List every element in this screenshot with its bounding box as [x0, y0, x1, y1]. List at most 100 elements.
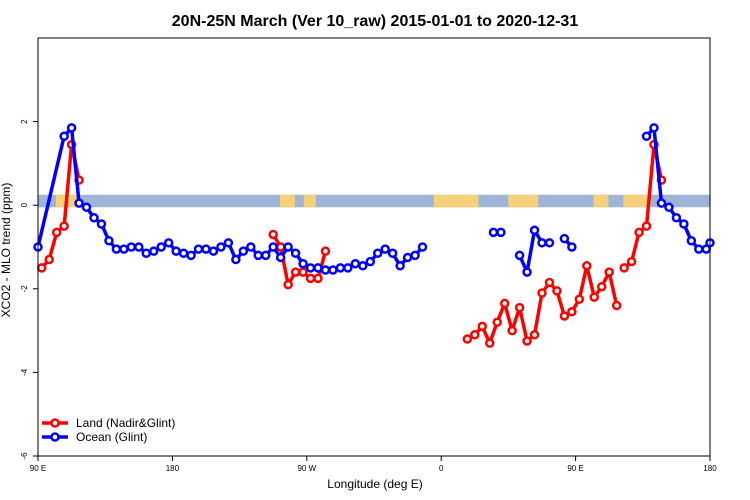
- legend-label: Ocean (Glint): [76, 430, 147, 444]
- data-point: [552, 286, 562, 296]
- data-point: [488, 227, 499, 238]
- data-point: [216, 242, 226, 252]
- data-point: [522, 336, 532, 346]
- data-point: [544, 238, 555, 248]
- data-point: [268, 229, 278, 240]
- x-tick-label: 90 E: [567, 464, 583, 473]
- data-point: [313, 263, 323, 273]
- data-point: [559, 311, 570, 321]
- x-tick-label: 90 E: [30, 464, 46, 473]
- data-point: [51, 227, 62, 238]
- data-point: [313, 273, 323, 284]
- data-point: [529, 225, 540, 236]
- data-point: [365, 256, 376, 267]
- data-point: [626, 256, 637, 267]
- plot-border: [37, 37, 711, 457]
- x-tick-label: 180: [703, 464, 717, 473]
- series-line: [518, 228, 550, 274]
- data-point: [328, 265, 338, 275]
- data-point: [604, 267, 614, 277]
- chart-title: 20N-25N March (Ver 10_raw) 2015-01-01 to…: [172, 13, 579, 30]
- data-point: [514, 250, 525, 261]
- ocean-band: [38, 194, 710, 208]
- data-point: [395, 261, 405, 271]
- data-point: [656, 198, 667, 208]
- series-ocean: [33, 123, 715, 277]
- data-point: [253, 250, 264, 261]
- land-mask-band: [38, 194, 710, 208]
- legend-marker: [50, 432, 60, 442]
- series-group: [33, 123, 715, 348]
- data-point: [343, 263, 353, 273]
- data-point: [686, 235, 697, 246]
- y-tick-label: -4: [20, 368, 29, 376]
- data-point: [134, 242, 144, 252]
- data-point: [89, 212, 99, 223]
- data-point: [492, 317, 502, 327]
- x-ticks: 90 E 180 90 W 0 90 E 180: [30, 456, 717, 473]
- data-point: [104, 235, 114, 246]
- data-point: [559, 233, 570, 244]
- y-tick-label: -2: [20, 285, 29, 293]
- y-ticks: -6 -4 -2 0 2: [20, 119, 38, 460]
- data-point: [320, 246, 331, 256]
- data-point: [96, 219, 107, 229]
- data-point: [320, 265, 331, 275]
- data-point: [499, 298, 510, 309]
- data-point: [246, 242, 256, 252]
- y-tick-label: 2: [20, 119, 29, 124]
- data-point: [208, 246, 219, 256]
- land-band-segment: [593, 194, 609, 208]
- data-point: [664, 202, 674, 213]
- data-point: [156, 242, 166, 252]
- data-point: [178, 248, 189, 259]
- data-point: [44, 254, 54, 265]
- data-point: [671, 212, 682, 223]
- x-tick-label: 90 W: [297, 464, 316, 473]
- data-point: [641, 131, 652, 141]
- data-point: [567, 307, 577, 317]
- data-point: [679, 219, 689, 229]
- data-point: [81, 202, 92, 213]
- data-point: [574, 294, 585, 304]
- data-point: [283, 279, 293, 290]
- data-point: [163, 238, 174, 248]
- data-point: [611, 300, 622, 311]
- data-point: [290, 248, 301, 259]
- data-point: [238, 246, 249, 256]
- data-point: [36, 263, 47, 273]
- y-axis-label: XCO2 - MLO trend (ppm): [0, 183, 13, 318]
- data-point: [477, 321, 488, 332]
- data-point: [201, 244, 211, 254]
- data-point: [193, 244, 204, 254]
- data-point: [641, 221, 652, 231]
- land-band-segment: [303, 194, 316, 208]
- legend-marker: [50, 418, 60, 428]
- data-point: [544, 277, 555, 288]
- data-point: [649, 123, 659, 133]
- data-point: [507, 325, 517, 336]
- data-point: [417, 242, 428, 252]
- data-point: [496, 227, 506, 238]
- legend-label: Land (Nadir&Glint): [76, 416, 175, 430]
- data-point: [59, 131, 69, 141]
- data-point: [484, 338, 495, 348]
- data-point: [223, 238, 234, 248]
- x-tick-label: 180: [166, 464, 180, 473]
- series-line: [466, 264, 619, 345]
- data-point: [305, 273, 316, 284]
- data-point: [283, 242, 293, 252]
- data-point: [59, 221, 69, 231]
- data-point: [171, 246, 181, 256]
- data-point: [66, 123, 77, 133]
- data-point: [619, 263, 629, 273]
- data-point: [410, 250, 420, 261]
- data-point: [537, 238, 547, 248]
- land-band-segment: [623, 194, 651, 208]
- data-point: [462, 334, 473, 344]
- data-point: [358, 261, 368, 271]
- data-point: [514, 302, 525, 313]
- data-point: [290, 267, 301, 277]
- data-point: [380, 244, 390, 254]
- land-band-segment: [279, 194, 295, 208]
